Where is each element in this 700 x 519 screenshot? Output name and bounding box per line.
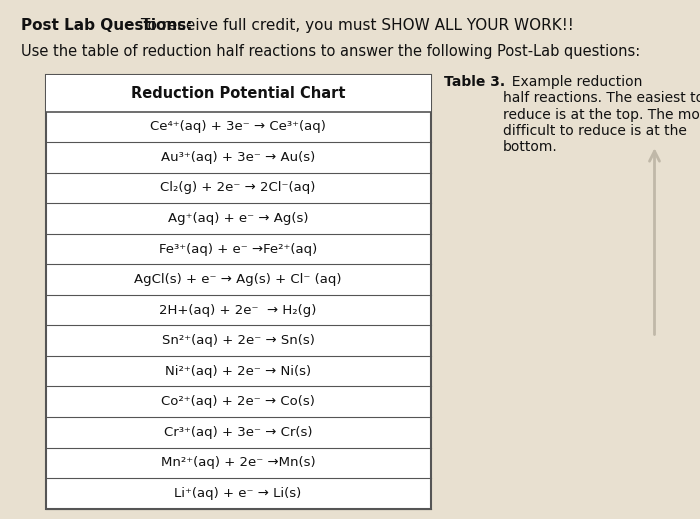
Text: Example reduction
half reactions. The easiest to
reduce is at the top. The more
: Example reduction half reactions. The ea… — [503, 75, 700, 154]
Text: Co²⁺(aq) + 2e⁻ → Co(s): Co²⁺(aq) + 2e⁻ → Co(s) — [161, 395, 315, 408]
Text: Table 3.: Table 3. — [444, 75, 505, 89]
Text: To receive full credit, you must SHOW ALL YOUR WORK!!: To receive full credit, you must SHOW AL… — [136, 18, 574, 33]
Text: Ag⁺(aq) + e⁻ → Ag(s): Ag⁺(aq) + e⁻ → Ag(s) — [168, 212, 308, 225]
Bar — [46, 75, 431, 112]
Text: Post Lab Questions:: Post Lab Questions: — [21, 18, 193, 33]
Text: 2H+(aq) + 2e⁻  → H₂(g): 2H+(aq) + 2e⁻ → H₂(g) — [160, 304, 316, 317]
Bar — [46, 75, 431, 509]
Text: Use the table of reduction half reactions to answer the following Post-Lab quest: Use the table of reduction half reaction… — [21, 44, 640, 59]
Text: AgCl(s) + e⁻ → Ag(s) + Cl⁻ (aq): AgCl(s) + e⁻ → Ag(s) + Cl⁻ (aq) — [134, 273, 342, 286]
Text: Cr³⁺(aq) + 3e⁻ → Cr(s): Cr³⁺(aq) + 3e⁻ → Cr(s) — [164, 426, 312, 439]
Text: Fe³⁺(aq) + e⁻ →Fe²⁺(aq): Fe³⁺(aq) + e⁻ →Fe²⁺(aq) — [159, 242, 317, 255]
Text: Au³⁺(aq) + 3e⁻ → Au(s): Au³⁺(aq) + 3e⁻ → Au(s) — [161, 151, 315, 164]
Text: Mn²⁺(aq) + 2e⁻ →Mn(s): Mn²⁺(aq) + 2e⁻ →Mn(s) — [161, 456, 315, 469]
Text: Sn²⁺(aq) + 2e⁻ → Sn(s): Sn²⁺(aq) + 2e⁻ → Sn(s) — [162, 334, 314, 347]
Text: Ni²⁺(aq) + 2e⁻ → Ni(s): Ni²⁺(aq) + 2e⁻ → Ni(s) — [165, 365, 311, 378]
Text: Cl₂(g) + 2e⁻ → 2Cl⁻(aq): Cl₂(g) + 2e⁻ → 2Cl⁻(aq) — [160, 182, 316, 195]
Text: Reduction Potential Chart: Reduction Potential Chart — [131, 86, 345, 101]
Text: Ce⁴⁺(aq) + 3e⁻ → Ce³⁺(aq): Ce⁴⁺(aq) + 3e⁻ → Ce³⁺(aq) — [150, 120, 326, 133]
Text: Li⁺(aq) + e⁻ → Li(s): Li⁺(aq) + e⁻ → Li(s) — [174, 487, 302, 500]
